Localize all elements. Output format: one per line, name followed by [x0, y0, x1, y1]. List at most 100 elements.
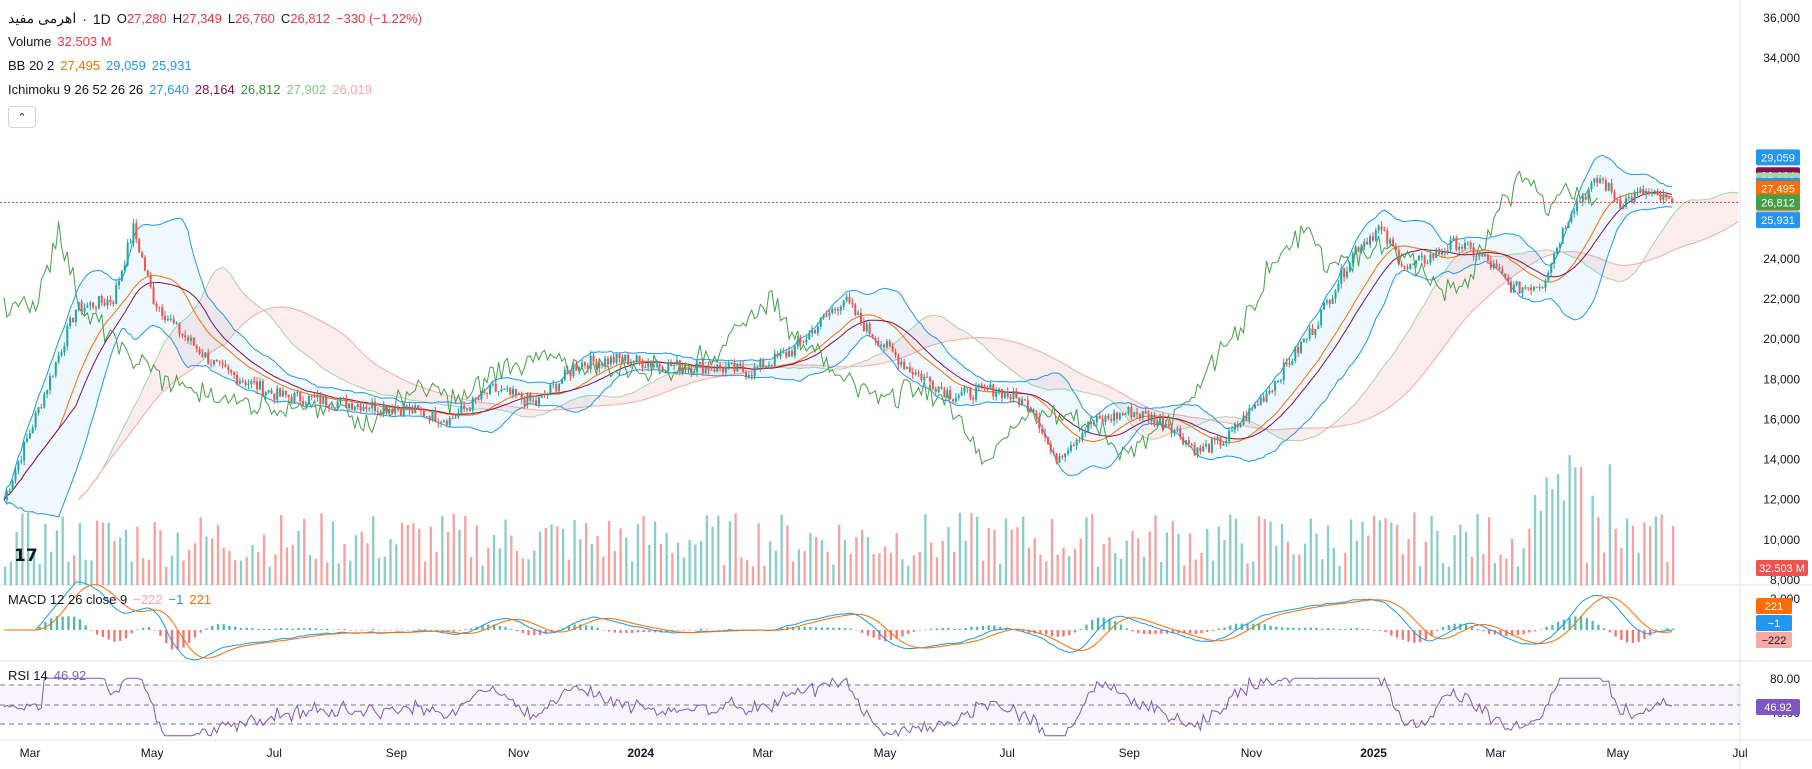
time-tick-label: May: [141, 746, 164, 760]
macd-hist-bar: [285, 628, 289, 630]
volume-bar: [630, 561, 634, 585]
candle-body: [1041, 428, 1044, 434]
candle-body: [402, 405, 405, 416]
volume-bar: [895, 532, 898, 585]
tradingview-logo-icon[interactable]: 17: [14, 546, 38, 566]
rsi-legend[interactable]: RSI 14 46.92: [8, 668, 86, 683]
candle-body: [957, 395, 960, 398]
candle-body: [526, 393, 529, 406]
macd-hist-bar: [331, 629, 335, 631]
ichimoku-legend[interactable]: Ichimoku 9 26 52 26 26 27,640 28,164 26,…: [8, 82, 372, 97]
candle-body: [1061, 456, 1064, 458]
macd-hist-bar: [159, 630, 162, 636]
macd-hist-bar: [924, 629, 927, 631]
macd-hist-bar: [222, 624, 225, 630]
candle-body: [1400, 263, 1403, 267]
volume-bar: [699, 541, 703, 585]
candle-body: [1501, 269, 1504, 274]
symbol-legend[interactable]: اهرمی مفید · 1D O27,280 H27,349 L26,760 …: [8, 10, 422, 27]
candle-body: [379, 411, 382, 414]
macd-hist-bar: [1286, 627, 1289, 630]
macd-hist-bar: [1183, 630, 1186, 634]
candle-body: [960, 391, 963, 396]
candle-body: [189, 337, 192, 341]
volume-bar: [1004, 518, 1008, 585]
bb-legend[interactable]: BB 20 2 27,495 29,059 25,931: [8, 58, 192, 73]
time-axis: Mar May Jul Sep Nov 2024 Mar May Jul Sep Nov 2025 Ma…: [20, 746, 1748, 760]
volume-bar: [199, 517, 202, 585]
macd-legend[interactable]: MACD 12 26 close 9 −222 −1 221: [8, 592, 211, 607]
volume-bar: [688, 540, 691, 585]
collapse-legend-button[interactable]: ⌃: [8, 106, 36, 128]
volume-bar: [262, 534, 266, 585]
candle-body: [1222, 443, 1225, 446]
candle-body: [454, 417, 457, 419]
candle-body: [655, 363, 658, 366]
macd-hist-bar: [1188, 630, 1192, 634]
candle-body: [943, 388, 946, 398]
candle-body: [230, 369, 233, 373]
candle-body: [923, 376, 926, 381]
candle-body: [460, 405, 463, 413]
volume-bar: [1533, 494, 1537, 585]
candle-body: [773, 353, 776, 366]
candle-body: [1141, 411, 1144, 419]
candle-body: [270, 390, 273, 394]
candle-body: [604, 358, 607, 366]
volume-bar: [1648, 526, 1652, 585]
macd-hist-bar: [314, 628, 317, 630]
volume-bar: [15, 531, 18, 585]
candle-body: [512, 388, 515, 395]
macd-hist-bar: [717, 629, 720, 631]
macd-hist-bar: [1447, 625, 1450, 630]
volume-bar: [590, 543, 593, 585]
volume-legend[interactable]: Volume 32.503 M: [8, 34, 112, 49]
macd-hist-bar: [1453, 623, 1456, 630]
volume-bar: [918, 552, 921, 585]
macd-hist-bar: [1045, 630, 1048, 635]
volume-bar: [285, 547, 289, 585]
candle-body: [146, 270, 149, 276]
candle-body: [1127, 407, 1130, 414]
bb-basis: 27,495: [60, 58, 101, 73]
rsi-value: 46.92: [53, 668, 87, 683]
candle-body: [1449, 239, 1452, 251]
candle-body: [1113, 412, 1116, 421]
volume-bar: [993, 529, 996, 585]
high-label: H: [172, 11, 183, 26]
volume-bar: [113, 541, 116, 585]
candle-body: [1599, 178, 1602, 183]
candle-body: [816, 326, 819, 334]
candle-body: [1524, 287, 1527, 289]
candle-body: [1271, 391, 1274, 393]
main-pane[interactable]: [0, 0, 1740, 585]
candle-body: [489, 384, 492, 394]
macd-hist-bar: [228, 625, 231, 630]
volume-bar: [665, 532, 668, 585]
macd-hist-bar: [343, 628, 346, 630]
candle-body: [793, 346, 796, 356]
volume-bars: [4, 455, 1675, 585]
candle-body: [1587, 189, 1590, 200]
candle-body: [1541, 287, 1544, 289]
candle-body: [1463, 242, 1466, 249]
candle-body: [871, 333, 874, 339]
macd-hist-bar: [1027, 630, 1031, 633]
candle-body: [1363, 241, 1366, 248]
candle-body: [900, 361, 903, 365]
volume-bar: [360, 531, 363, 585]
candle-body: [256, 381, 259, 390]
volume-bar: [1119, 558, 1123, 585]
candle-body: [1346, 271, 1349, 278]
volume-bar: [884, 546, 887, 585]
candle-body: [1092, 422, 1095, 425]
candle-body: [1138, 414, 1141, 419]
volume-bar: [1545, 477, 1548, 585]
candle-body: [1417, 256, 1420, 261]
candle-body: [227, 366, 230, 370]
candle-body: [250, 380, 253, 384]
candle-body: [1003, 391, 1006, 399]
rsi-pane: [0, 676, 1740, 737]
